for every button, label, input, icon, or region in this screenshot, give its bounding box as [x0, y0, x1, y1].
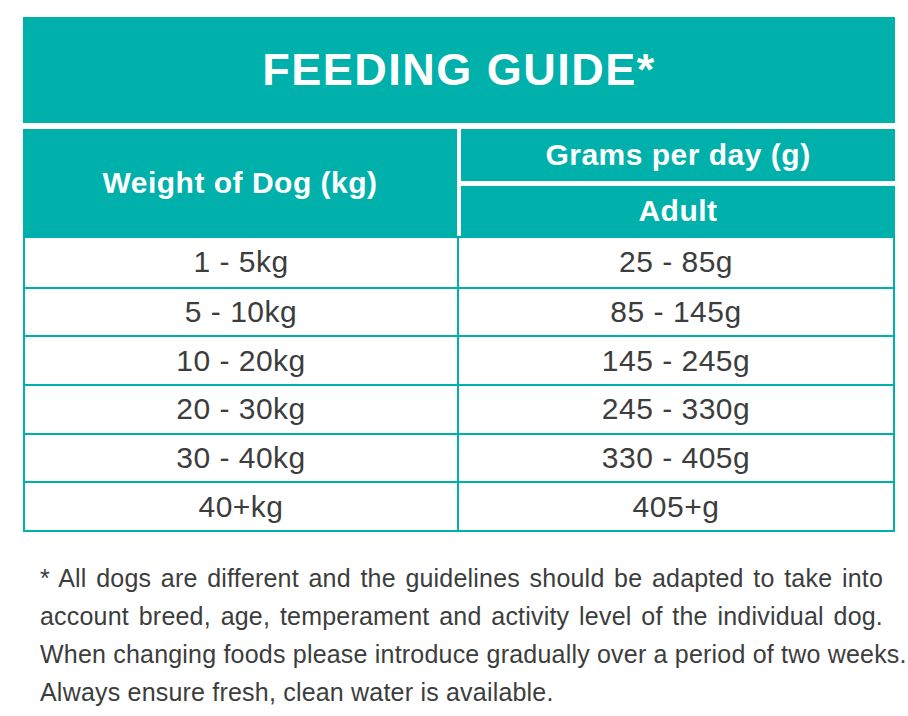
- table-row: 5 - 10kg 85 - 145g: [25, 287, 893, 336]
- feeding-guide-page: FEEDING GUIDE* Weight of Dog (kg) Grams …: [0, 0, 908, 716]
- grams-cell: 25 - 85g: [459, 238, 893, 287]
- grams-cell: 145 - 245g: [459, 337, 893, 384]
- feeding-table-body: 1 - 5kg 25 - 85g 5 - 10kg 85 - 145g 10 -…: [23, 236, 895, 532]
- weight-cell: 40+kg: [25, 483, 459, 530]
- column-subheader-adult: Adult: [461, 186, 895, 236]
- footnote-line: When changing foods please introduce gra…: [40, 635, 883, 673]
- footnote-line: account breed, age, temperament and acti…: [40, 597, 883, 635]
- weight-cell: 20 - 30kg: [25, 386, 459, 433]
- grams-cell: 405+g: [459, 483, 893, 530]
- footnote-line: * All dogs are different and the guideli…: [40, 559, 883, 597]
- column-header-grams-per-day: Grams per day (g): [461, 129, 895, 181]
- weight-cell: 30 - 40kg: [25, 435, 459, 482]
- table-row: 40+kg 405+g: [25, 481, 893, 530]
- feeding-guide-banner: FEEDING GUIDE*: [23, 17, 895, 123]
- weight-cell: 10 - 20kg: [25, 337, 459, 384]
- grams-cell: 85 - 145g: [459, 289, 893, 336]
- footnote-line: Always ensure fresh, clean water is avai…: [40, 673, 883, 711]
- column-header-weight: Weight of Dog (kg): [23, 129, 457, 236]
- page-title: FEEDING GUIDE*: [262, 44, 656, 96]
- table-row: 10 - 20kg 145 - 245g: [25, 335, 893, 384]
- table-row: 20 - 30kg 245 - 330g: [25, 384, 893, 433]
- grams-cell: 330 - 405g: [459, 435, 893, 482]
- weight-cell: 5 - 10kg: [25, 289, 459, 336]
- table-row: 1 - 5kg 25 - 85g: [25, 238, 893, 287]
- table-row: 30 - 40kg 330 - 405g: [25, 433, 893, 482]
- grams-cell: 245 - 330g: [459, 386, 893, 433]
- weight-cell: 1 - 5kg: [25, 238, 459, 287]
- footnote: * All dogs are different and the guideli…: [40, 559, 883, 711]
